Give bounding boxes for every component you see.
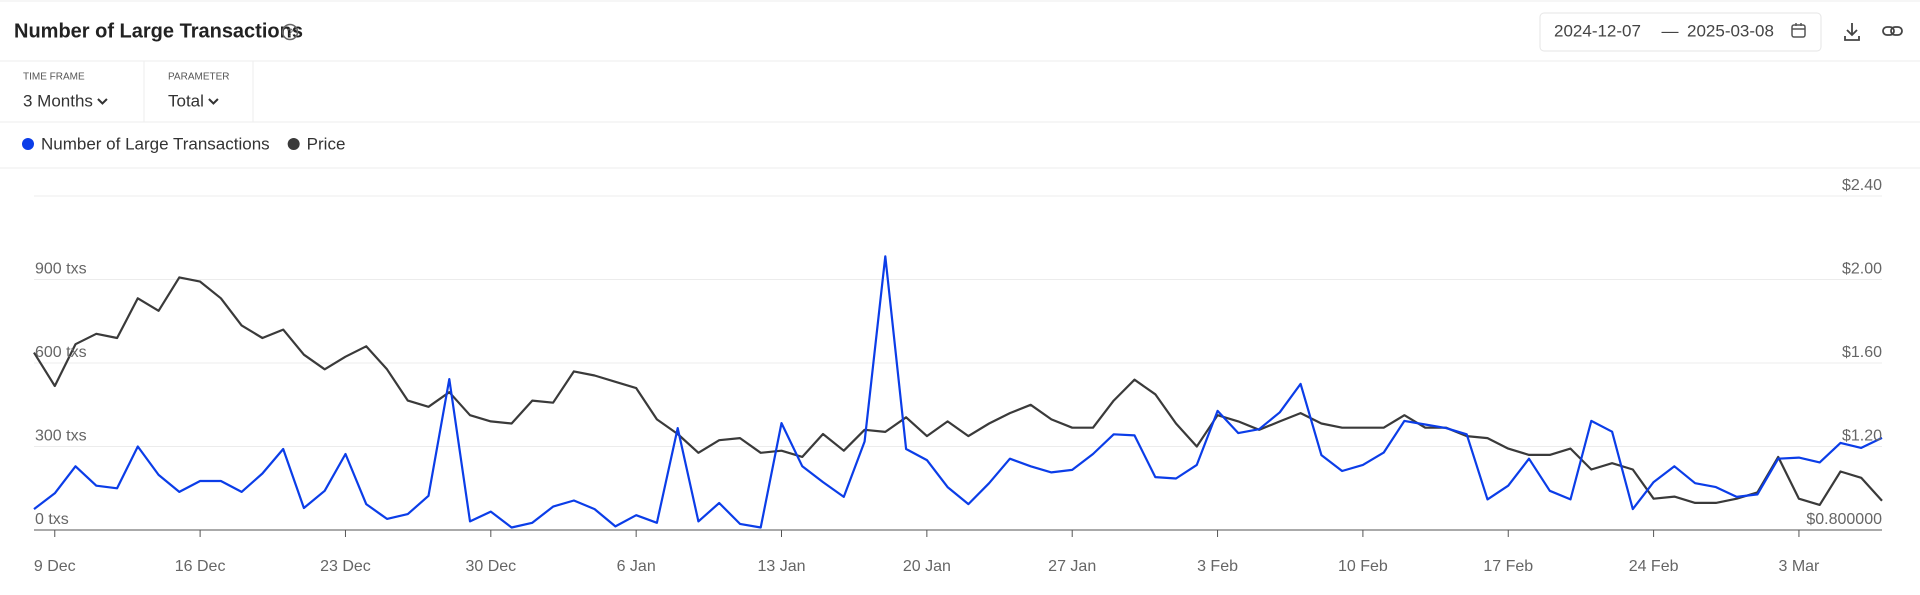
legend-marker bbox=[287, 138, 300, 150]
x-tick-label: 9 Dec bbox=[34, 558, 76, 575]
x-tick-label: 3 Feb bbox=[1197, 558, 1238, 575]
x-tick-label: 24 Feb bbox=[1629, 558, 1679, 575]
x-tick-label: 23 Dec bbox=[320, 558, 371, 575]
x-tick-label: 16 Dec bbox=[175, 558, 226, 575]
y-tick-label: 300 txs bbox=[35, 428, 87, 445]
page-title: Number of Large Transactions bbox=[14, 20, 303, 42]
y-tick-label: 600 txs bbox=[35, 344, 87, 361]
filter-value[interactable]: Total bbox=[168, 91, 204, 110]
svg-text:?: ? bbox=[287, 27, 293, 39]
filter-value[interactable]: 3 Months bbox=[23, 91, 93, 110]
x-tick-label: 3 Mar bbox=[1778, 558, 1820, 575]
date-from: 2024-12-07 bbox=[1554, 21, 1641, 40]
y2-tick-label: $2.00 bbox=[1842, 261, 1882, 278]
date-range-picker[interactable] bbox=[1539, 12, 1822, 52]
download-icon[interactable] bbox=[1844, 23, 1860, 41]
date-to: 2025-03-08 bbox=[1687, 21, 1774, 40]
legend-label[interactable]: Price bbox=[307, 134, 346, 153]
link-icon[interactable] bbox=[1882, 26, 1903, 36]
chevron[interactable] bbox=[97, 98, 108, 105]
x-tick-label: 13 Jan bbox=[757, 558, 805, 575]
x-tick-label: 30 Dec bbox=[465, 558, 516, 575]
series-line bbox=[33, 276, 1883, 506]
help-icon[interactable]: ? bbox=[281, 23, 299, 41]
y-tick-label: 900 txs bbox=[35, 261, 87, 278]
chevron[interactable] bbox=[208, 98, 219, 105]
plot: 9 Dec 16 Dec 23 Dec 30 Dec 6 Jan 13 Jan 20 Jan… bbox=[33, 177, 1883, 575]
filter-label: PARAMETER bbox=[168, 72, 230, 83]
y2-tick-label: $1.60 bbox=[1842, 344, 1882, 361]
x-tick-label: 17 Feb bbox=[1483, 558, 1533, 575]
y2-tick-label: $1.20 bbox=[1842, 428, 1882, 445]
x-tick-label: 6 Jan bbox=[617, 558, 656, 575]
filter-label: TIME FRAME bbox=[23, 72, 85, 83]
x-tick-label: 10 Feb bbox=[1338, 558, 1388, 575]
legend-label[interactable]: Number of Large Transactions bbox=[41, 134, 270, 153]
legend: Number of Large Transactions Price bbox=[22, 134, 345, 153]
date-separator: — bbox=[1662, 21, 1679, 40]
series-line bbox=[33, 255, 1883, 529]
x-tick-label: 27 Jan bbox=[1048, 558, 1096, 575]
y2-tick-label: $2.40 bbox=[1842, 177, 1882, 194]
x-tick-label: 20 Jan bbox=[903, 558, 951, 575]
y-tick-label: 0 txs bbox=[35, 511, 69, 528]
legend-marker bbox=[22, 138, 34, 150]
calendar-icon[interactable] bbox=[1791, 23, 1806, 38]
y2-tick-label: $0.800000 bbox=[1806, 511, 1882, 528]
